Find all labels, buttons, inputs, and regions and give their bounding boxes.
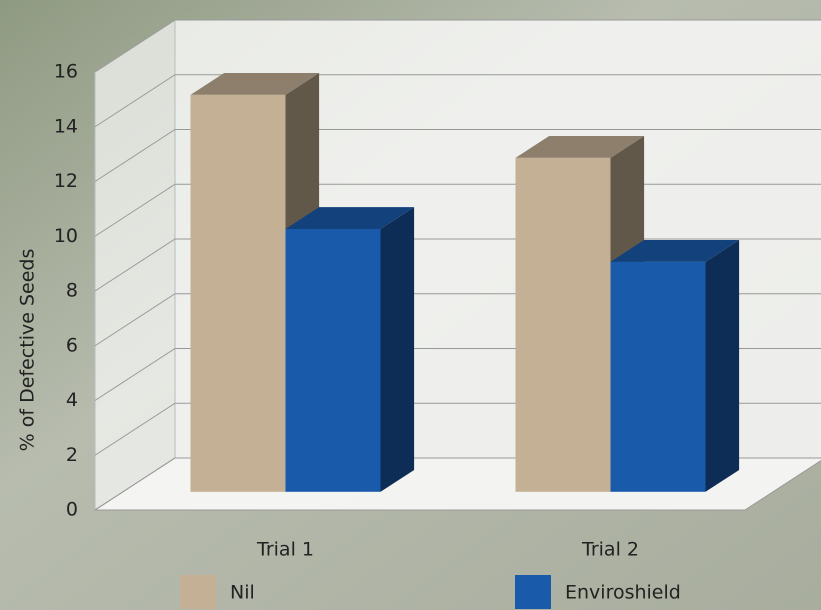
legend-swatch (515, 575, 551, 609)
bar (285, 229, 381, 492)
y-tick-label: 2 (66, 444, 78, 466)
y-tick-label: 14 (54, 115, 78, 137)
y-tick-label: 12 (54, 170, 78, 192)
bar-top (285, 207, 415, 229)
legend-label: Nil (230, 582, 255, 604)
bar-top (515, 135, 645, 158)
y-tick-label: 4 (66, 389, 78, 411)
bar (610, 261, 706, 492)
bar-top (190, 73, 320, 95)
bar (515, 157, 611, 492)
bar (190, 94, 286, 492)
legend-label: Enviroshield (565, 582, 681, 604)
grid-line (94, 129, 821, 182)
y-tick-label: 0 (66, 499, 78, 521)
y-tick-label: 8 (66, 280, 78, 302)
grid-line (94, 74, 821, 128)
y-tick-label: 10 (54, 225, 78, 247)
plot-area: 0 2 4 6 8 10 12 14 16 Trial 1 Trial 2 Nil Enviroshie… (54, 19, 821, 609)
x-tick-label: Trial 1 (256, 539, 314, 561)
bar-side (705, 240, 740, 492)
grid-line (94, 19, 821, 73)
legend-swatch (180, 575, 216, 609)
y-axis-label: % of Defective Seeds (17, 249, 39, 452)
y-tick-label: 6 (66, 334, 78, 356)
x-tick-label: Trial 2 (581, 539, 639, 561)
y-tick-label: 16 (54, 61, 78, 83)
bar-top (610, 240, 740, 262)
bar-side (380, 207, 415, 492)
